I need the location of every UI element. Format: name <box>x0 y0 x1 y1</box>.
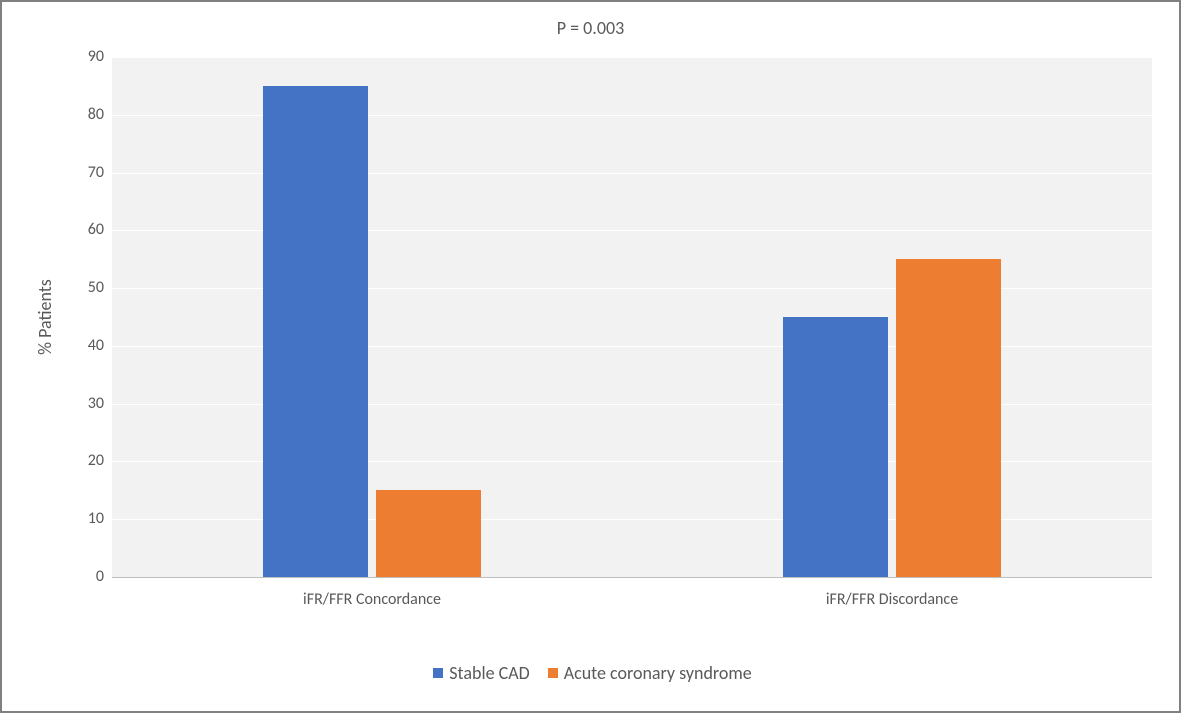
legend-item: Acute coronary syndrome <box>548 662 752 684</box>
y-tick-label: 70 <box>64 163 104 182</box>
y-tick-label: 50 <box>64 278 104 297</box>
legend-swatch <box>548 668 558 678</box>
y-tick-label: 80 <box>64 105 104 124</box>
y-tick-label: 40 <box>64 336 104 355</box>
bar <box>376 490 481 577</box>
y-tick-label: 30 <box>64 394 104 413</box>
y-tick-label: 90 <box>64 47 104 66</box>
legend-label: Stable CAD <box>449 662 529 684</box>
gridline <box>112 57 1152 58</box>
chart-frame: P = 0.003 % Patients 0 10 20 30 40 50 60 70 80 90… <box>0 0 1181 713</box>
y-axis-label: % Patients <box>34 57 56 577</box>
bar <box>896 259 1001 577</box>
chart-title: P = 0.003 <box>2 17 1179 39</box>
x-axis-line <box>112 577 1152 578</box>
bar <box>263 86 368 577</box>
y-tick-label: 20 <box>64 451 104 470</box>
y-tick-label: 0 <box>64 567 104 586</box>
legend: Stable CAD Acute coronary syndrome <box>2 662 1181 684</box>
x-tick-label: iFR/FFR Concordance <box>112 590 632 609</box>
legend-item: Stable CAD <box>433 662 529 684</box>
legend-swatch <box>433 668 443 678</box>
bar <box>783 317 888 577</box>
y-tick-label: 10 <box>64 509 104 528</box>
legend-label: Acute coronary syndrome <box>564 662 752 684</box>
y-tick-label: 60 <box>64 220 104 239</box>
x-tick-label: iFR/FFR Discordance <box>632 590 1152 609</box>
